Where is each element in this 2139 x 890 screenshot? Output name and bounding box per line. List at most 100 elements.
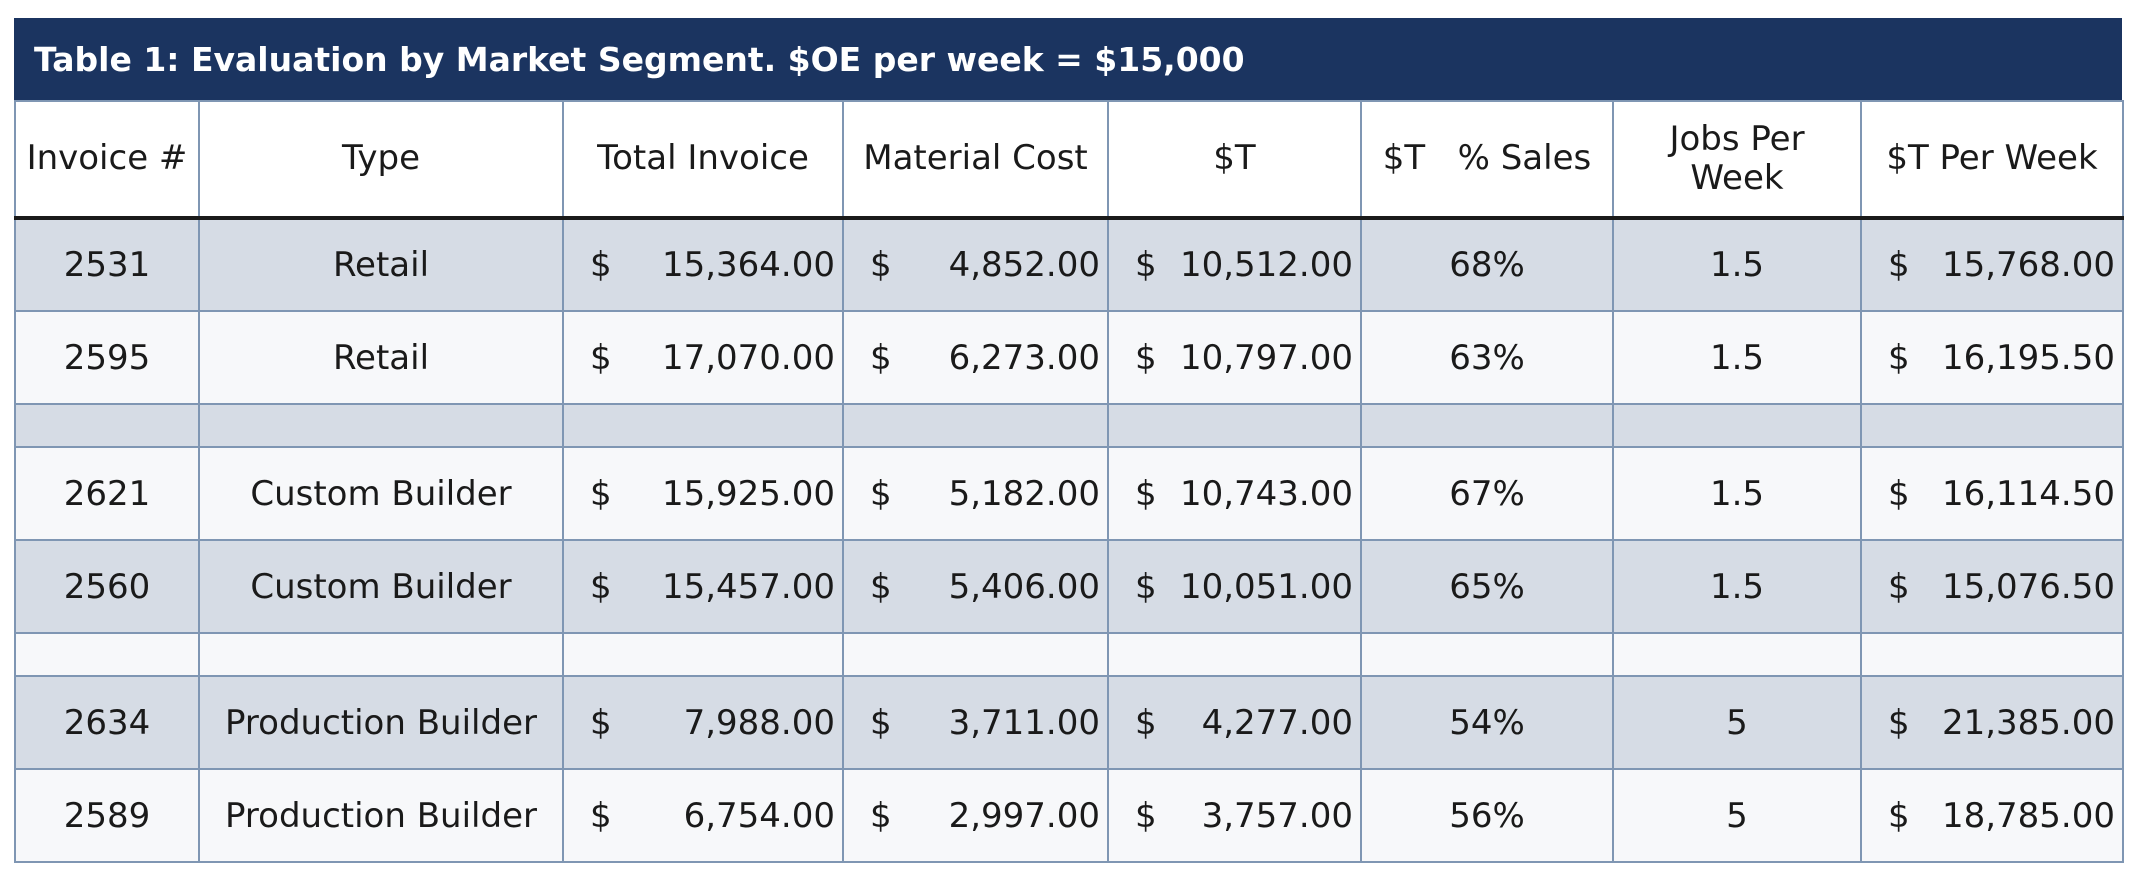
cell-invoice: 2595 <box>14 310 200 405</box>
currency-symbol: $ <box>1888 566 1910 607</box>
cell-type: Custom Builder <box>198 446 564 541</box>
cell-t: $10,743.00 <box>1107 446 1362 541</box>
cell-jobs-per-week: 1.5 <box>1612 539 1862 634</box>
cell-total-invoice: $17,070.00 <box>562 310 844 405</box>
spacer-cell <box>198 632 564 677</box>
cell-t: $10,512.00 <box>1107 217 1362 312</box>
cell-t-pct-sales: 67% <box>1360 446 1614 541</box>
cell-material-cost: $5,406.00 <box>842 539 1109 634</box>
cell-type: Production Builder <box>198 675 564 770</box>
currency-symbol: $ <box>1135 795 1157 836</box>
cell-jobs-per-week: 1.5 <box>1612 310 1862 405</box>
cell-t-per-week: $16,195.50 <box>1860 310 2124 405</box>
currency-symbol: $ <box>1135 702 1157 743</box>
cell-t-per-week: $16,114.50 <box>1860 446 2124 541</box>
currency-symbol: $ <box>1888 337 1910 378</box>
cell-material-cost: $3,711.00 <box>842 675 1109 770</box>
cell-t-value: 10,743.00 <box>1179 473 1353 514</box>
spacer-cell <box>1860 403 2124 448</box>
currency-symbol: $ <box>870 337 892 378</box>
cell-total-invoice: $7,988.00 <box>562 675 844 770</box>
currency-symbol: $ <box>590 473 612 514</box>
evaluation-table: Invoice # Type Total Invoice Material Co… <box>14 100 2124 863</box>
spacer-cell <box>1107 632 1362 677</box>
cell-t-value: 3,757.00 <box>1201 795 1353 836</box>
table-row: 2589 Production Builder $6,754.00 $2,997.00… <box>14 768 2124 863</box>
currency-symbol: $ <box>590 795 612 836</box>
cell-t-pct-sales: 63% <box>1360 310 1614 405</box>
cell-invoice: 2634 <box>14 675 200 770</box>
currency-symbol: $ <box>590 245 612 285</box>
currency-symbol: $ <box>1888 245 1910 285</box>
header-type: Type <box>198 100 564 220</box>
cell-t: $3,757.00 <box>1107 768 1362 863</box>
cell-jobs-per-week: 1.5 <box>1612 446 1862 541</box>
currency-symbol: $ <box>1888 795 1910 836</box>
cell-invoice: 2621 <box>14 446 200 541</box>
header-t-pct-sales: $T % Sales <box>1360 100 1614 220</box>
currency-symbol: $ <box>870 245 892 285</box>
spacer-row <box>14 632 2124 677</box>
cell-t-value: 4,277.00 <box>1201 702 1353 743</box>
currency-symbol: $ <box>590 702 612 743</box>
spacer-cell <box>842 403 1109 448</box>
spacer-cell <box>198 403 564 448</box>
cell-t: $4,277.00 <box>1107 675 1362 770</box>
currency-symbol: $ <box>870 702 892 743</box>
cell-total-invoice: $15,364.00 <box>562 217 844 312</box>
header-jobs-per-week: Jobs Per Week <box>1612 100 1862 220</box>
cell-invoice: 2531 <box>14 217 200 312</box>
cell-t-per-week: $15,768.00 <box>1860 217 2124 312</box>
currency-symbol: $ <box>870 795 892 836</box>
table-row: 2634 Production Builder $7,988.00 $3,711.00… <box>14 675 2124 770</box>
cell-total-invoice: $6,754.00 <box>562 768 844 863</box>
currency-symbol: $ <box>1888 702 1910 743</box>
header-t: $T <box>1107 100 1362 220</box>
cell-t-pct-sales: 54% <box>1360 675 1614 770</box>
cell-t: $10,797.00 <box>1107 310 1362 405</box>
spacer-cell <box>562 632 844 677</box>
cell-material-cost-value: 6,273.00 <box>948 337 1100 378</box>
spacer-cell <box>1612 403 1862 448</box>
cell-material-cost: $2,997.00 <box>842 768 1109 863</box>
currency-symbol: $ <box>1135 337 1157 378</box>
cell-total-invoice-value: 7,988.00 <box>683 702 835 743</box>
currency-symbol: $ <box>1135 245 1157 285</box>
spacer-cell <box>1360 632 1614 677</box>
cell-jobs-per-week: 5 <box>1612 768 1862 863</box>
cell-t-per-week: $15,076.50 <box>1860 539 2124 634</box>
cell-total-invoice-value: 17,070.00 <box>661 337 835 378</box>
spacer-cell <box>1107 403 1362 448</box>
cell-jobs-per-week: 5 <box>1612 675 1862 770</box>
cell-t-pct-sales: 65% <box>1360 539 1614 634</box>
cell-type: Production Builder <box>198 768 564 863</box>
spacer-cell <box>1360 403 1614 448</box>
cell-total-invoice: $15,925.00 <box>562 446 844 541</box>
cell-material-cost-value: 2,997.00 <box>948 795 1100 836</box>
cell-material-cost: $5,182.00 <box>842 446 1109 541</box>
currency-symbol: $ <box>1135 473 1157 514</box>
spacer-cell <box>1612 632 1862 677</box>
cell-material-cost-value: 5,406.00 <box>948 566 1100 607</box>
cell-t-per-week-value: 18,785.00 <box>1941 795 2115 836</box>
header-material-cost: Material Cost <box>842 100 1109 220</box>
cell-t-pct-sales: 68% <box>1360 217 1614 312</box>
spacer-cell <box>14 403 200 448</box>
currency-symbol: $ <box>870 566 892 607</box>
cell-t-value: 10,512.00 <box>1179 245 1353 285</box>
header-total-invoice: Total Invoice <box>562 100 844 220</box>
cell-total-invoice: $15,457.00 <box>562 539 844 634</box>
cell-material-cost-value: 4,852.00 <box>948 245 1100 285</box>
cell-type: Retail <box>198 217 564 312</box>
currency-symbol: $ <box>590 566 612 607</box>
cell-t-value: 10,797.00 <box>1179 337 1353 378</box>
cell-total-invoice-value: 6,754.00 <box>683 795 835 836</box>
header-row: Invoice # Type Total Invoice Material Co… <box>14 100 2124 220</box>
cell-t-per-week-value: 21,385.00 <box>1941 702 2115 743</box>
cell-total-invoice-value: 15,364.00 <box>661 245 835 285</box>
spacer-cell <box>562 403 844 448</box>
table-row: 2560 Custom Builder $15,457.00 $5,406.00 $10… <box>14 539 2124 634</box>
cell-t-per-week-value: 16,195.50 <box>1941 337 2115 378</box>
cell-t-value: 10,051.00 <box>1179 566 1353 607</box>
cell-total-invoice-value: 15,925.00 <box>661 473 835 514</box>
